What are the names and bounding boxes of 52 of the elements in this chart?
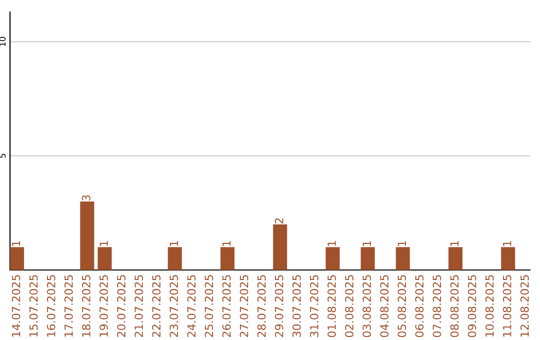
x-tick-label: 30.07.2025 [292,275,301,337]
data-label: 1 [362,241,371,246]
data-label: 1 [12,241,20,246]
x-tick-label: 29.07.2025 [274,275,284,337]
x-tick-label: 28.07.2025 [257,275,266,337]
bar [326,247,340,270]
x-tick-label: 24.07.2025 [187,275,196,337]
bar [396,247,410,270]
x-tick-label: 12.08.2025 [520,275,529,337]
x-tick-label: 22.07.2025 [152,275,161,337]
data-label: 1 [328,241,336,246]
bar [360,247,375,270]
bar [80,202,94,270]
x-tick-label: 31.07.2025 [310,275,318,337]
bar [98,247,112,270]
data-label: 1 [398,241,406,246]
x-tick-label: 05.08.2025 [398,275,406,338]
x-tick-label: 08.08.2025 [450,275,459,338]
x-tick-label: 18.07.2025 [82,275,90,337]
x-tick-label: 26.07.2025 [222,275,231,337]
x-tick-label: 25.07.2025 [204,275,214,337]
data-label: 1 [170,241,178,246]
data-label: 1 [100,241,108,246]
data-label: 1 [503,241,512,246]
x-tick-label: 07.08.2025 [432,275,442,338]
x-tick-label: 01.08.2025 [328,275,336,338]
x-tick-label: 04.08.2025 [380,275,389,338]
x-tick-label: 19.07.2025 [100,275,108,337]
x-tick-label: 02.08.2025 [345,275,354,338]
x-tick-label: 15.07.2025 [29,275,38,337]
bar [220,247,234,270]
x-tick-label: 09.08.2025 [468,275,476,338]
bar [273,224,288,270]
x-tick-label: 11.08.2025 [502,275,512,337]
x-tick-label: 06.08.2025 [415,275,424,338]
x-tick-label: 10.08.2025 [485,275,494,337]
x-tick-label: 14.07.2025 [12,275,20,337]
data-label: 3 [82,195,90,201]
bar [10,247,24,270]
data-label: 1 [450,241,459,246]
data-label: 1 [222,241,231,246]
bar [168,247,182,270]
x-tick-label: 27.07.2025 [240,275,248,337]
bar [501,247,516,270]
x-tick-label: 23.07.2025 [170,275,178,337]
x-tick-label: 17.07.2025 [64,275,73,337]
x-tick-label: 16.07.2025 [46,275,56,337]
x-tick-label: 21.07.2025 [134,275,144,337]
x-tick-label: 03.08.2025 [362,275,371,338]
data-label: 2 [274,218,284,224]
bar [448,247,462,270]
x-tick-label: 20.07.2025 [117,275,126,337]
